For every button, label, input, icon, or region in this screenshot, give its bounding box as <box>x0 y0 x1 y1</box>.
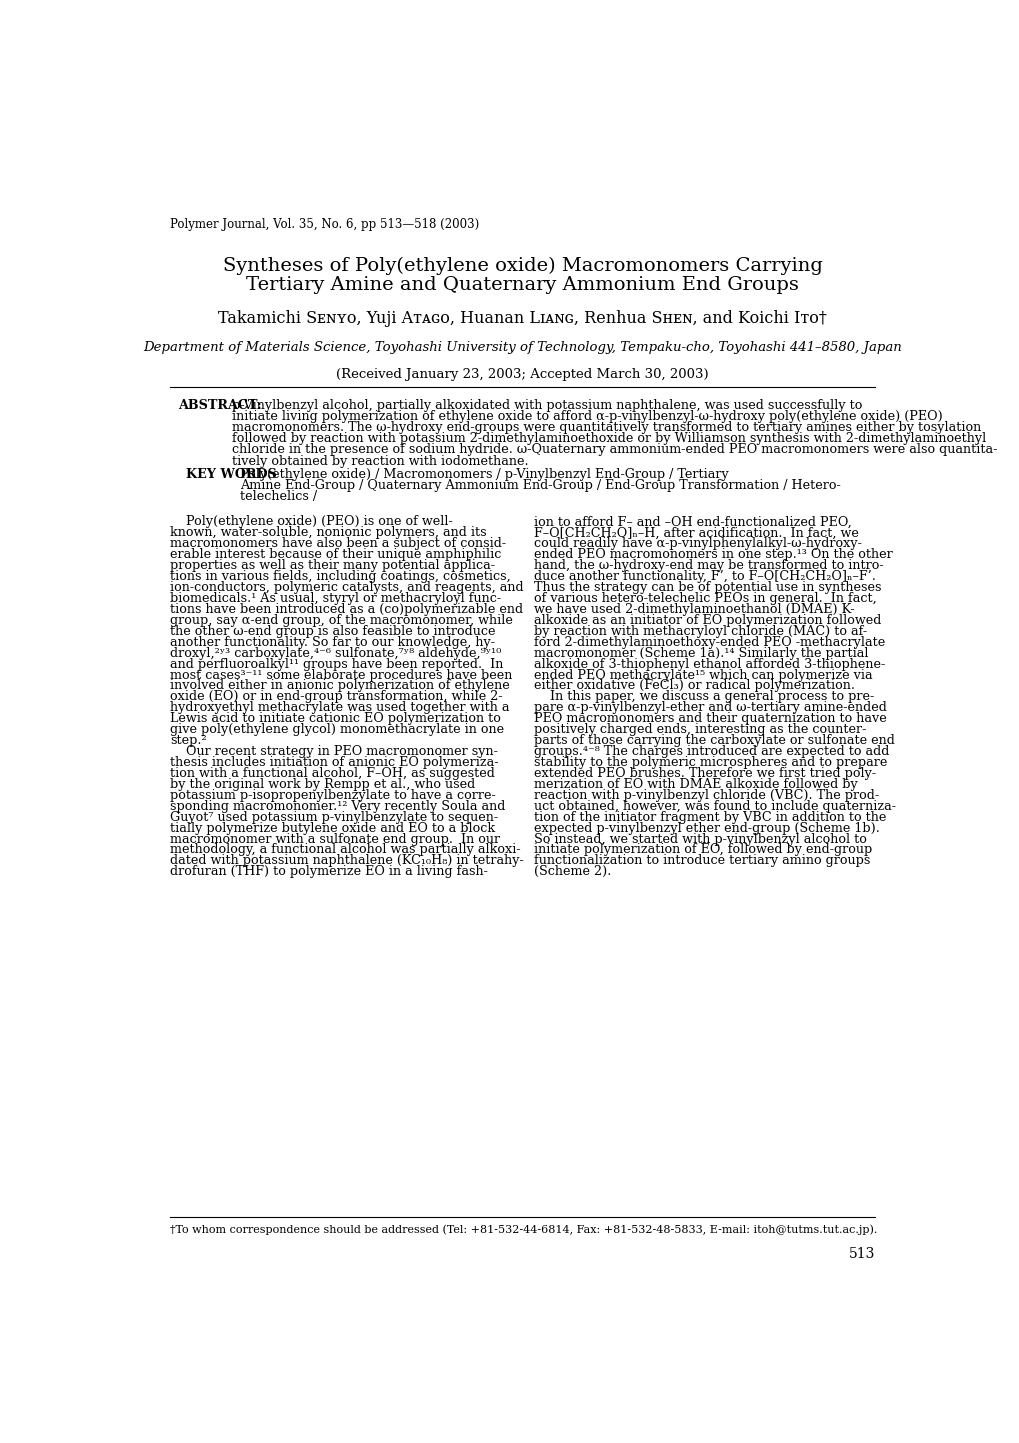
Text: 513: 513 <box>848 1247 874 1261</box>
Text: ion to afford F– and –OH end-functionalized PEO,: ion to afford F– and –OH end-functionali… <box>534 515 851 528</box>
Text: telechelics /: telechelics / <box>239 491 317 504</box>
Text: (Received January 23, 2003; Accepted March 30, 2003): (Received January 23, 2003; Accepted Mar… <box>336 368 708 381</box>
Text: positively charged ends, interesting as the counter-: positively charged ends, interesting as … <box>534 723 866 736</box>
Text: ended PEO methacrylate¹⁵ which can polymerize via: ended PEO methacrylate¹⁵ which can polym… <box>534 668 872 681</box>
Text: tively obtained by reaction with iodomethane.: tively obtained by reaction with iodomet… <box>232 455 528 468</box>
Text: duce another functionality, F’, to F–O[CH₂CH₂O]ₙ–F’.: duce another functionality, F’, to F–O[C… <box>534 570 875 583</box>
Text: stability to the polymeric microspheres and to prepare: stability to the polymeric microspheres … <box>534 756 887 769</box>
Text: PEO macromonomers and their quaternization to have: PEO macromonomers and their quaternizati… <box>534 713 887 726</box>
Text: either oxidative (FeCl₃) or radical polymerization.: either oxidative (FeCl₃) or radical poly… <box>534 680 855 693</box>
Text: merization of EO with DMAE alkoxide followed by: merization of EO with DMAE alkoxide foll… <box>534 778 857 791</box>
Text: properties as well as their many potential applica-: properties as well as their many potenti… <box>170 558 494 573</box>
Text: functionalization to introduce tertiary amino groups: functionalization to introduce tertiary … <box>534 854 870 867</box>
Text: Lewis acid to initiate cationic EO polymerization to: Lewis acid to initiate cationic EO polym… <box>170 713 500 726</box>
Text: tially polymerize butylene oxide and EO to a block: tially polymerize butylene oxide and EO … <box>170 821 495 834</box>
Text: by the original work by Rempp et al., who used: by the original work by Rempp et al., wh… <box>170 778 475 791</box>
Text: hand, the ω-hydroxy-end may be transformed to intro-: hand, the ω-hydroxy-end may be transform… <box>534 558 883 573</box>
Text: alkoxide of 3-thiophenyl ethanol afforded 3-thiophene-: alkoxide of 3-thiophenyl ethanol afforde… <box>534 658 884 671</box>
Text: hydroxyethyl methacrylate was used together with a: hydroxyethyl methacrylate was used toget… <box>170 701 509 714</box>
Text: tion with a functional alcohol, F–OH, as suggested: tion with a functional alcohol, F–OH, as… <box>170 766 494 779</box>
Text: sponding macromonomer.¹² Very recently Soula and: sponding macromonomer.¹² Very recently S… <box>170 799 505 812</box>
Text: dated with potassium naphthalene (KC₁₀H₈) in tetrahy-: dated with potassium naphthalene (KC₁₀H₈… <box>170 854 524 867</box>
Text: could readily have α-p-vinylphenylalkyl-ω-hydroxy-: could readily have α-p-vinylphenylalkyl-… <box>534 537 861 550</box>
Text: Our recent strategy in PEO macromonomer syn-: Our recent strategy in PEO macromonomer … <box>170 745 497 758</box>
Text: tion of the initiator fragment by VBC in addition to the: tion of the initiator fragment by VBC in… <box>534 811 886 824</box>
Text: Department of Materials Science, Toyohashi University of Technology, Tempaku-cho: Department of Materials Science, Toyohas… <box>144 341 901 354</box>
Text: chloride in the presence of sodium hydride. ω-Quaternary ammonium-ended PEO macr: chloride in the presence of sodium hydri… <box>232 443 997 456</box>
Text: macromonomers. The ω-hydroxy end-groups were quantitatively transformed to terti: macromonomers. The ω-hydroxy end-groups … <box>232 421 980 434</box>
Text: extended PEO brushes. Therefore we first tried poly-: extended PEO brushes. Therefore we first… <box>534 766 875 779</box>
Text: tions in various fields, including coatings, cosmetics,: tions in various fields, including coati… <box>170 570 511 583</box>
Text: potassium p-isopropenylbenzylate to have a corre-: potassium p-isopropenylbenzylate to have… <box>170 789 495 802</box>
Text: So instead, we started with p-vinylbenzyl alcohol to: So instead, we started with p-vinylbenzy… <box>534 833 866 846</box>
Text: step.²: step.² <box>170 734 207 747</box>
Text: give poly(ethylene glycol) monomethacrylate in one: give poly(ethylene glycol) monomethacryl… <box>170 723 503 736</box>
Text: thesis includes initiation of anionic EO polymeriza-: thesis includes initiation of anionic EO… <box>170 756 498 769</box>
Text: erable interest because of their unique amphiphilic: erable interest because of their unique … <box>170 548 501 561</box>
Text: initiate polymerization of EO, followed by end-group: initiate polymerization of EO, followed … <box>534 844 872 857</box>
Text: another functionality. So far to our knowledge, hy-: another functionality. So far to our kno… <box>170 636 494 649</box>
Text: methodology, a functional alcohol was partially alkoxi-: methodology, a functional alcohol was pa… <box>170 844 521 857</box>
Text: p-Vinylbenzyl alcohol, partially alkoxidated with potassium naphthalene, was use: p-Vinylbenzyl alcohol, partially alkoxid… <box>232 398 862 411</box>
Text: parts of those carrying the carboxylate or sulfonate end: parts of those carrying the carboxylate … <box>534 734 895 747</box>
Text: Tertiary Amine and Quaternary Ammonium End Groups: Tertiary Amine and Quaternary Ammonium E… <box>246 277 799 294</box>
Text: expected p-vinylbenzyl ether end-group (Scheme 1b).: expected p-vinylbenzyl ether end-group (… <box>534 821 879 834</box>
Text: uct obtained, however, was found to include quaterniza-: uct obtained, however, was found to incl… <box>534 799 896 812</box>
Text: Guyot⁷ used potassium p-vinylbenzylate to sequen-: Guyot⁷ used potassium p-vinylbenzylate t… <box>170 811 497 824</box>
Text: ended PEO macromonomers in one step.¹³ On the other: ended PEO macromonomers in one step.¹³ O… <box>534 548 893 561</box>
Text: groups.⁴⁻⁸ The charges introduced are expected to add: groups.⁴⁻⁸ The charges introduced are ex… <box>534 745 889 758</box>
Text: Polymer Journal, Vol. 35, No. 6, pp 513—518 (2003): Polymer Journal, Vol. 35, No. 6, pp 513—… <box>170 218 479 231</box>
Text: ion-conductors, polymeric catalysts, and reagents, and: ion-conductors, polymeric catalysts, and… <box>170 582 523 595</box>
Text: (Scheme 2).: (Scheme 2). <box>534 866 611 879</box>
Text: macromonomer with a sulfonate end group.  In our: macromonomer with a sulfonate end group.… <box>170 833 499 846</box>
Text: followed by reaction with potassium 2-dimethylaminoethoxide or by Williamson syn: followed by reaction with potassium 2-di… <box>232 433 985 446</box>
Text: initiate living polymerization of ethylene oxide to afford α-p-vinylbenzyl-ω-hyd: initiate living polymerization of ethyle… <box>232 410 942 423</box>
Text: pare α-p-vinylbenzyl-ether and ω-tertiary amine-ended: pare α-p-vinylbenzyl-ether and ω-tertiar… <box>534 701 887 714</box>
Text: involved either in anionic polymerization of ethylene: involved either in anionic polymerizatio… <box>170 680 509 693</box>
Text: macromonomer (Scheme 1a).¹⁴ Similarly the partial: macromonomer (Scheme 1a).¹⁴ Similarly th… <box>534 646 868 659</box>
Text: alkoxide as an initiator of EO polymerization followed: alkoxide as an initiator of EO polymeriz… <box>534 613 880 626</box>
Text: of various hetero-telechelic PEOs in general.  In fact,: of various hetero-telechelic PEOs in gen… <box>534 592 876 605</box>
Text: we have used 2-dimethylaminoethanol (DMAE) K-: we have used 2-dimethylaminoethanol (DMA… <box>534 603 854 616</box>
Text: oxide (EO) or in end-group transformation, while 2-: oxide (EO) or in end-group transformatio… <box>170 690 502 703</box>
Text: F–O[CH₂CH₂O]ₙ–H, after acidification.  In fact, we: F–O[CH₂CH₂O]ₙ–H, after acidification. In… <box>534 527 858 540</box>
Text: In this paper, we discuss a general process to pre-: In this paper, we discuss a general proc… <box>534 690 873 703</box>
Text: drofuran (THF) to polymerize EO in a living fash-: drofuran (THF) to polymerize EO in a liv… <box>170 866 487 879</box>
Text: macromonomers have also been a subject of consid-: macromonomers have also been a subject o… <box>170 537 505 550</box>
Text: †To whom correspondence should be addressed (Tel: +81-532-44-6814, Fax: +81-532-: †To whom correspondence should be addres… <box>170 1224 876 1235</box>
Text: group, say α-end group, of the macromonomer, while: group, say α-end group, of the macromono… <box>170 613 513 626</box>
Text: most cases³⁻¹¹ some elaborate procedures have been: most cases³⁻¹¹ some elaborate procedures… <box>170 668 512 681</box>
Text: KEY WORDS: KEY WORDS <box>185 468 276 481</box>
Text: Thus the strategy can be of potential use in syntheses: Thus the strategy can be of potential us… <box>534 582 881 595</box>
Text: by reaction with methacryloyl chloride (MAC) to af-: by reaction with methacryloyl chloride (… <box>534 625 866 638</box>
Text: ABSTRACT:: ABSTRACT: <box>177 398 261 411</box>
Text: Poly(ethylene oxide) (PEO) is one of well-: Poly(ethylene oxide) (PEO) is one of wel… <box>170 515 452 528</box>
Text: Takamichi Sᴇɴʏᴏ, Yuji Aᴛᴀɢᴏ, Huanan Lɪᴀɴɢ, Renhua Sʜᴇɴ, and Koichi Iᴛᴏ†: Takamichi Sᴇɴʏᴏ, Yuji Aᴛᴀɢᴏ, Huanan Lɪᴀɴ… <box>218 310 826 328</box>
Text: the other ω-end group is also feasible to introduce: the other ω-end group is also feasible t… <box>170 625 495 638</box>
Text: tions have been introduced as a (co)polymerizable end: tions have been introduced as a (co)poly… <box>170 603 523 616</box>
Text: known, water-soluble, nonionic polymers, and its: known, water-soluble, nonionic polymers,… <box>170 527 486 540</box>
Text: biomedicals.¹ As usual, styryl or methacryloyl func-: biomedicals.¹ As usual, styryl or methac… <box>170 592 500 605</box>
Text: Amine End-Group / Quaternary Ammonium End-Group / End-Group Transformation / Het: Amine End-Group / Quaternary Ammonium En… <box>239 479 840 492</box>
Text: Poly(ethylene oxide) / Macromonomers / p-Vinylbenzyl End-Group / Tertiary: Poly(ethylene oxide) / Macromonomers / p… <box>239 468 728 481</box>
Text: reaction with p-vinylbenzyl chloride (VBC). The prod-: reaction with p-vinylbenzyl chloride (VB… <box>534 789 878 802</box>
Text: droxyl,²ʸ³ carboxylate,⁴⁻⁶ sulfonate,⁷ʸ⁸ aldehyde,⁹ʸ¹⁰: droxyl,²ʸ³ carboxylate,⁴⁻⁶ sulfonate,⁷ʸ⁸… <box>170 646 501 659</box>
Text: ford 2-dimethylaminoethoxy-ended PEO -methacrylate: ford 2-dimethylaminoethoxy-ended PEO -me… <box>534 636 884 649</box>
Text: and perfluoroalkyl¹¹ groups have been reported.  In: and perfluoroalkyl¹¹ groups have been re… <box>170 658 503 671</box>
Text: Syntheses of Poly(ethylene oxide) Macromonomers Carrying: Syntheses of Poly(ethylene oxide) Macrom… <box>222 257 822 274</box>
